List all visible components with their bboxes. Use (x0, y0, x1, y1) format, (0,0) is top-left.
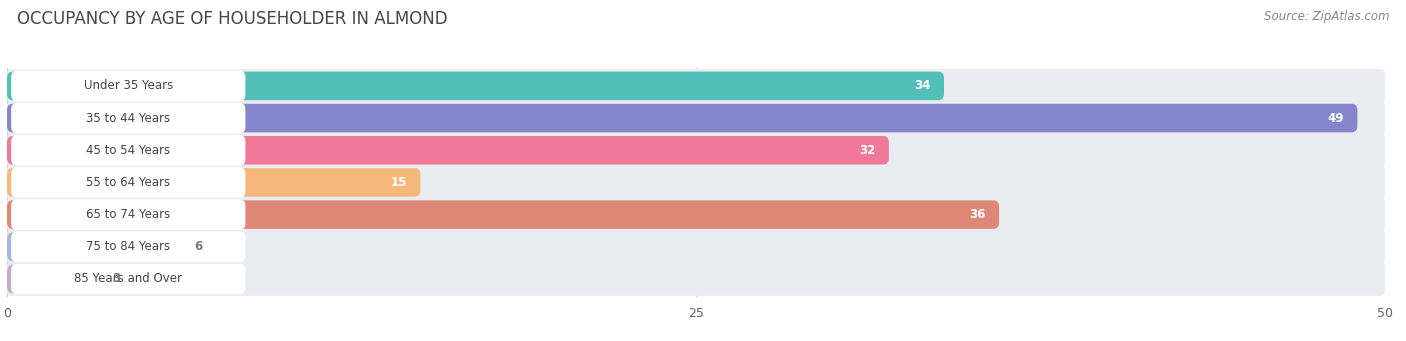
FancyBboxPatch shape (11, 232, 246, 262)
FancyBboxPatch shape (7, 136, 889, 165)
Text: Source: ZipAtlas.com: Source: ZipAtlas.com (1264, 10, 1389, 23)
Text: 75 to 84 Years: 75 to 84 Years (86, 240, 170, 253)
FancyBboxPatch shape (7, 265, 90, 293)
FancyBboxPatch shape (11, 199, 246, 230)
Text: 35 to 44 Years: 35 to 44 Years (86, 112, 170, 124)
Text: 49: 49 (1327, 112, 1344, 124)
Text: 55 to 64 Years: 55 to 64 Years (86, 176, 170, 189)
FancyBboxPatch shape (11, 264, 246, 294)
FancyBboxPatch shape (7, 262, 1385, 296)
Text: Under 35 Years: Under 35 Years (84, 79, 173, 92)
FancyBboxPatch shape (7, 133, 1385, 167)
FancyBboxPatch shape (7, 230, 1385, 264)
FancyBboxPatch shape (7, 200, 1000, 229)
Text: 15: 15 (391, 176, 406, 189)
Text: 6: 6 (194, 240, 202, 253)
FancyBboxPatch shape (7, 69, 1385, 103)
Text: 34: 34 (914, 79, 931, 92)
Text: 32: 32 (859, 144, 875, 157)
FancyBboxPatch shape (7, 168, 420, 197)
Text: 65 to 74 Years: 65 to 74 Years (86, 208, 170, 221)
FancyBboxPatch shape (7, 72, 943, 100)
FancyBboxPatch shape (11, 71, 246, 101)
Text: 85 Years and Over: 85 Years and Over (75, 272, 183, 285)
FancyBboxPatch shape (7, 104, 1357, 132)
FancyBboxPatch shape (7, 101, 1385, 135)
FancyBboxPatch shape (11, 103, 246, 133)
FancyBboxPatch shape (11, 167, 246, 198)
Text: 45 to 54 Years: 45 to 54 Years (86, 144, 170, 157)
FancyBboxPatch shape (7, 198, 1385, 232)
Text: 3: 3 (111, 272, 120, 285)
FancyBboxPatch shape (7, 165, 1385, 199)
FancyBboxPatch shape (7, 233, 173, 261)
Text: 36: 36 (969, 208, 986, 221)
Text: OCCUPANCY BY AGE OF HOUSEHOLDER IN ALMOND: OCCUPANCY BY AGE OF HOUSEHOLDER IN ALMON… (17, 10, 447, 28)
FancyBboxPatch shape (11, 135, 246, 165)
